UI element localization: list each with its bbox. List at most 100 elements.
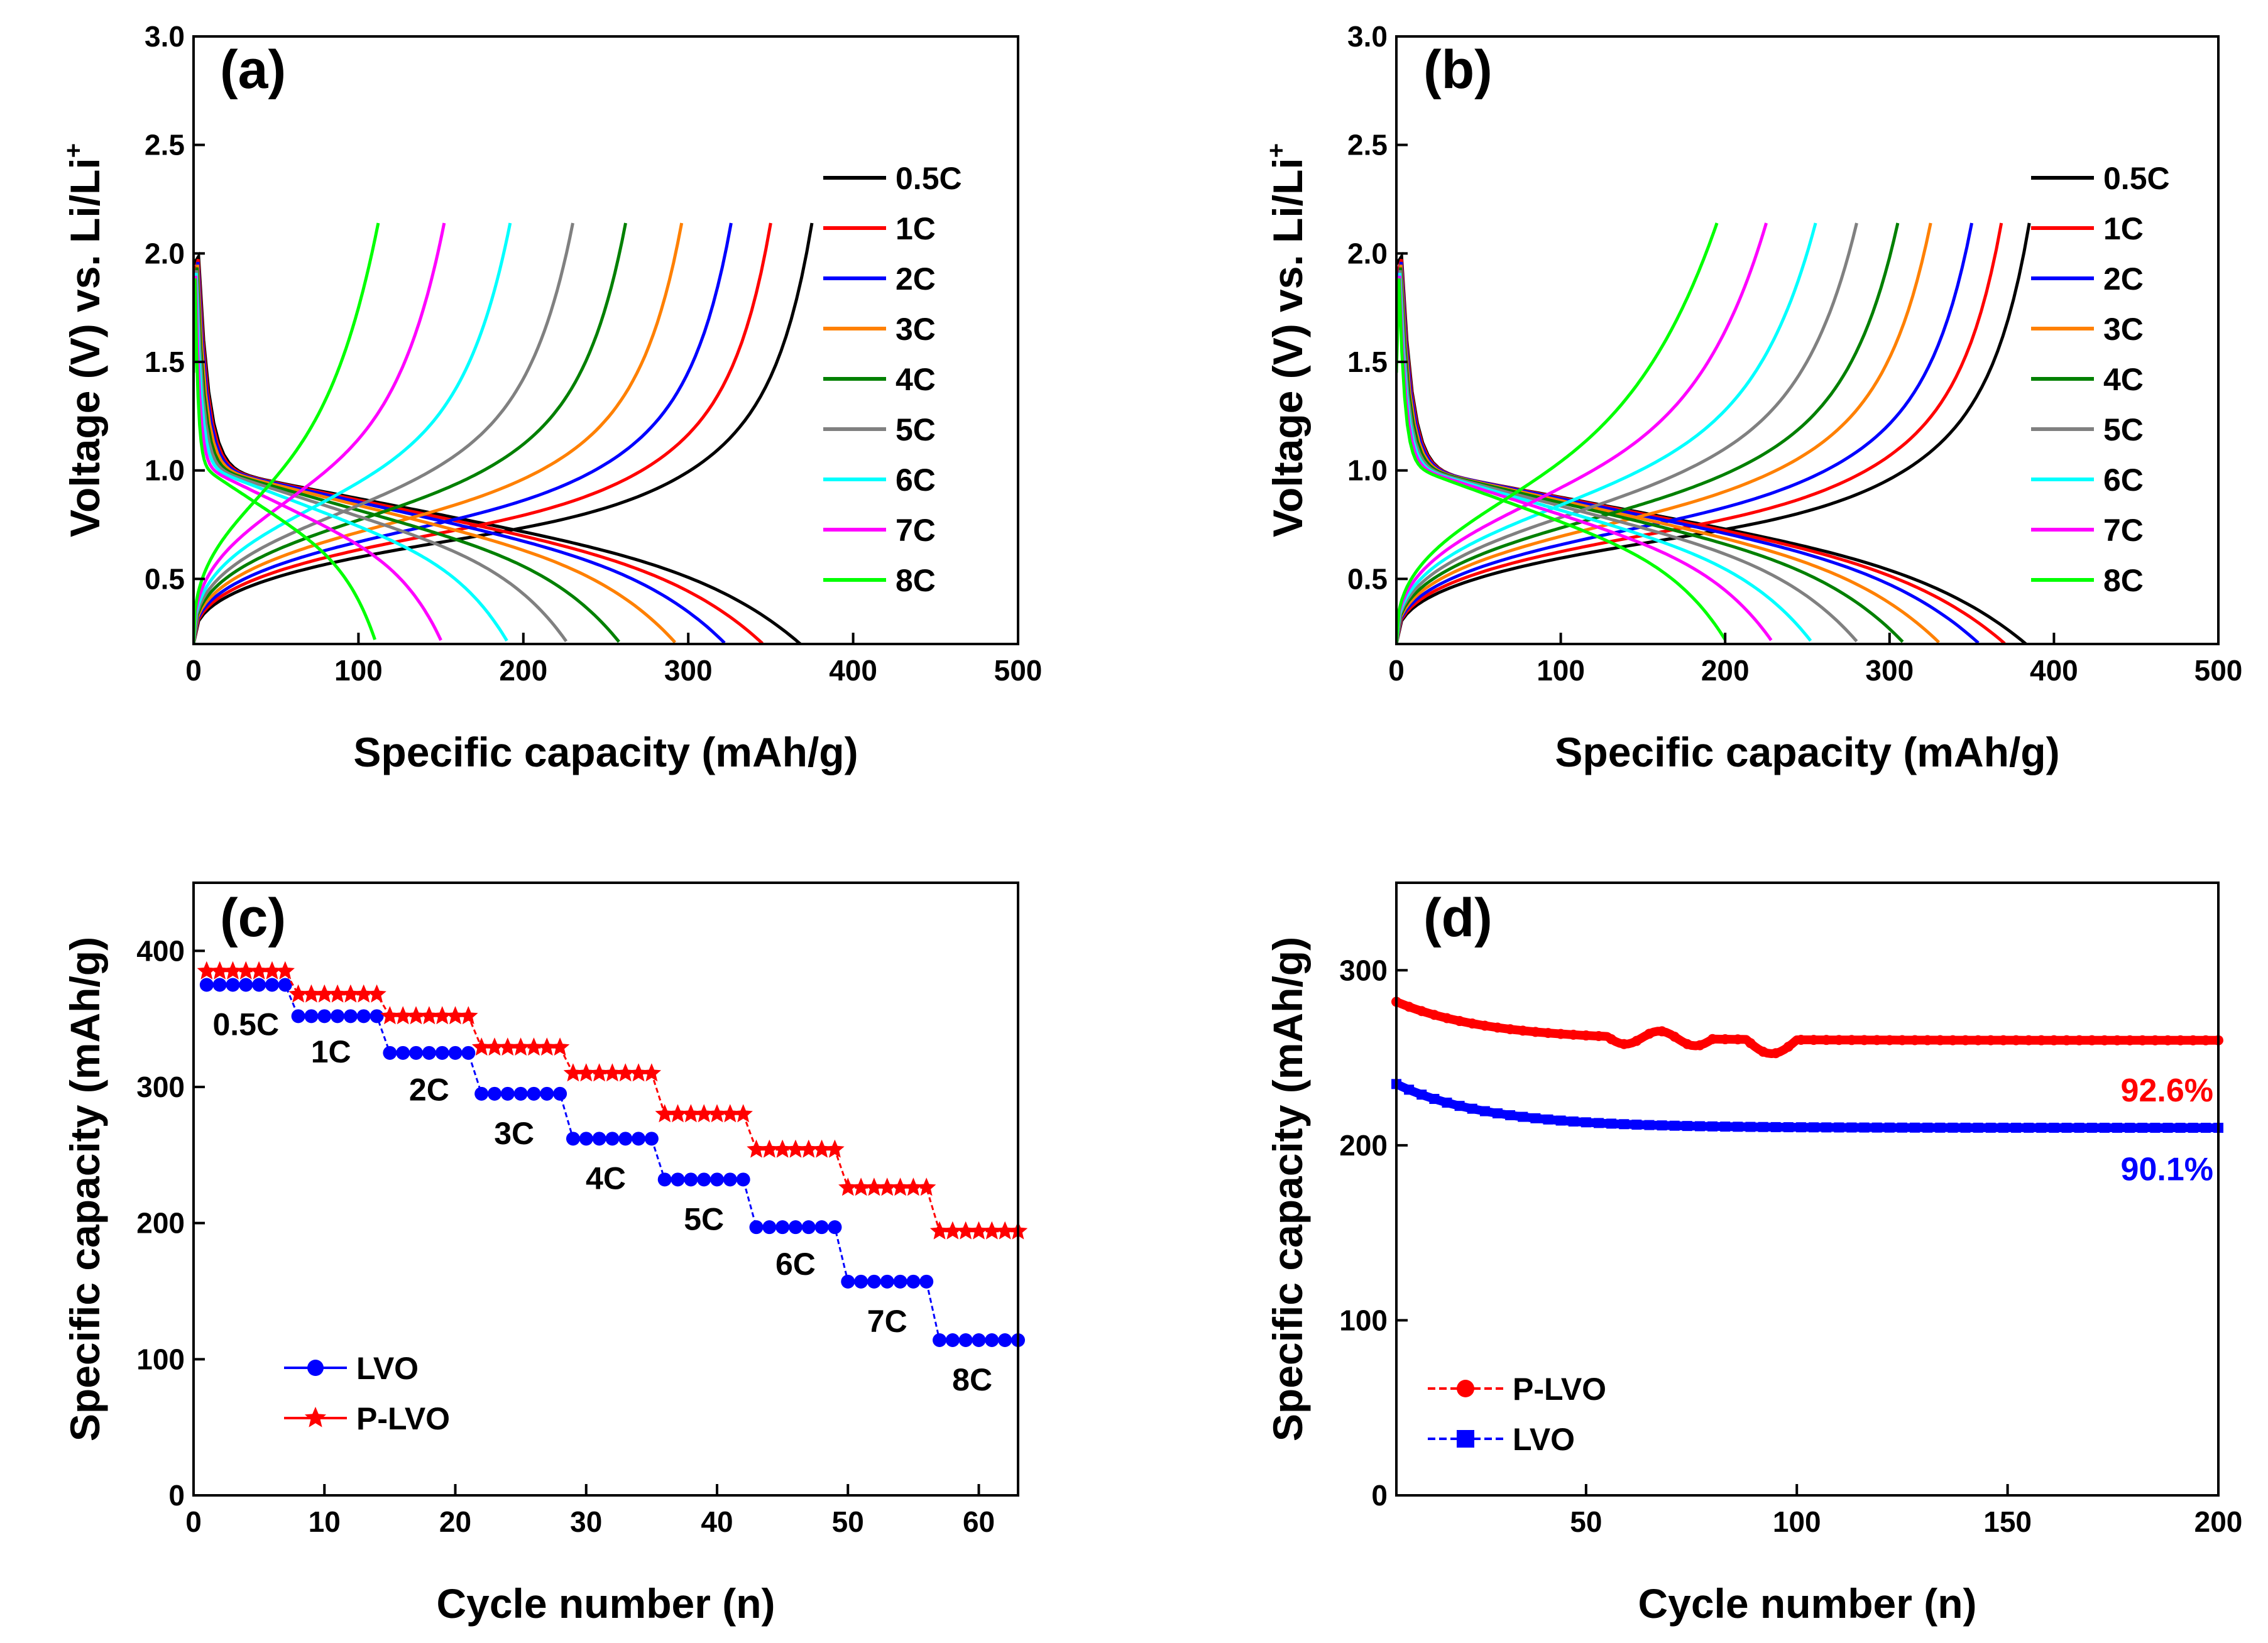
panel-b-y-axis-title-main: Voltage (V) vs. Li/Li	[1264, 158, 1311, 537]
panel-a-y-tick-label: 3.0	[145, 20, 185, 53]
panel-b-discharge-curve-1C	[1396, 258, 2006, 644]
panel-b-curves	[1396, 222, 2031, 644]
panel-d-point-P-LVO	[2162, 1035, 2173, 1045]
panel-c-point-P-LVO	[851, 1177, 871, 1196]
panel-c-point-P-LVO	[799, 1139, 818, 1158]
panel-d-point-P-LVO	[1821, 1035, 1832, 1045]
panel-a-discharge-curve-7C	[194, 275, 442, 641]
panel-c-point-P-LVO	[236, 961, 256, 980]
panel-d-point-P-LVO	[1985, 1035, 1996, 1045]
panel-d-point-LVO	[1795, 1122, 1806, 1133]
panel-d-point-P-LVO	[1910, 1035, 1920, 1045]
panel-d-point-LVO	[1593, 1118, 1604, 1128]
panel-a-legend-label-3C: 3C	[896, 312, 936, 347]
panel-c-point-P-LVO	[825, 1139, 845, 1158]
panel-c-legend-label-P-LVO: P-LVO	[356, 1401, 450, 1436]
panel-d-point-LVO	[1834, 1122, 1844, 1133]
panel-c-point-P-LVO	[760, 1139, 779, 1158]
panel-b-legend-label-1C: 1C	[2103, 211, 2144, 246]
panel-c-point-P-LVO	[485, 1037, 505, 1056]
panel-c-point-P-LVO	[707, 1104, 727, 1123]
panel-c-point-P-LVO	[864, 1177, 884, 1196]
panel-a-legend-label-2C: 2C	[896, 261, 936, 297]
panel-b-x-tick-label: 100	[1537, 654, 1585, 687]
panel-c-rate-label-6C: 6C	[775, 1247, 816, 1282]
panel-c-point-LVO	[566, 1132, 580, 1146]
panel-b-y-axis-title: Voltage (V) vs. Li/Li+	[1263, 143, 1311, 537]
panel-c-legend-label-LVO: LVO	[356, 1351, 419, 1386]
panel-c-point-LVO	[448, 1045, 463, 1060]
panel-c-series-P-LVO	[197, 961, 1028, 1240]
panel-d-point-P-LVO	[1897, 1035, 1907, 1045]
panel-c-point-LVO	[998, 1333, 1012, 1347]
panel-d-point-LVO	[1442, 1097, 1452, 1108]
panel-c-point-LVO	[304, 1009, 319, 1023]
panel-d-point-P-LVO	[1454, 1016, 1465, 1027]
panel-c-y-axis-title-main: Specific capacity (mAh/g)	[62, 937, 108, 1441]
panel-c-point-LVO	[540, 1086, 554, 1101]
panel-d-point-LVO	[1530, 1113, 1541, 1123]
panel-b-legend-label-2C: 2C	[2103, 261, 2144, 297]
panel-d-point-P-LVO	[1834, 1035, 1844, 1045]
panel-d-point-LVO	[1657, 1120, 1667, 1131]
panel-d-point-P-LVO	[1606, 1034, 1617, 1044]
panel-c-point-P-LVO	[982, 1221, 1002, 1240]
panel-d-point-P-LVO	[1770, 1048, 1781, 1059]
panel-c-legend-marker-LVO	[307, 1360, 324, 1376]
panel-c-point-LVO	[671, 1172, 685, 1187]
panel-c-point-P-LVO	[354, 984, 373, 1003]
panel-d-legend-label-P-LVO: P-LVO	[1513, 1372, 1606, 1407]
panel-d-point-LVO	[1998, 1122, 2008, 1133]
panel-c-point-P-LVO	[459, 1006, 478, 1025]
panel-d-point-LVO	[1669, 1120, 1680, 1131]
panel-c-point-P-LVO	[917, 1177, 936, 1196]
panel-c-point-LVO	[841, 1274, 855, 1289]
panel-d-point-P-LVO	[1859, 1035, 1870, 1045]
panel-d-point-LVO	[1518, 1111, 1528, 1122]
panel-c-rate-label-5C: 5C	[684, 1202, 724, 1237]
panel-a-charge-curve-5C	[194, 222, 574, 644]
panel-a-y-axis-title: Voltage (V) vs. Li/Li+	[60, 143, 108, 537]
panel-c-point-LVO	[828, 1220, 842, 1235]
panel-c-point-LVO	[500, 1086, 515, 1101]
panel-c-rate-label-2C: 2C	[409, 1073, 449, 1108]
panel-c-point-LVO	[239, 978, 253, 992]
panel-c-point-LVO	[343, 1009, 358, 1023]
panel-c-point-P-LVO	[406, 1006, 426, 1025]
panel-c-point-P-LVO	[249, 961, 269, 980]
panel-d-point-LVO	[2125, 1122, 2135, 1133]
panel-d-retention-label-P-LVO: 92.6%	[2121, 1073, 2213, 1109]
panel-c-point-P-LVO	[642, 1063, 662, 1082]
panel-d-point-LVO	[2049, 1122, 2059, 1133]
panel-d-x-axis-title: Cycle number (n)	[1638, 1580, 1976, 1627]
panel-c-plot-frame	[192, 882, 1019, 1497]
panel-b-charge-curve-6C	[1396, 222, 1817, 644]
panel-c-point-P-LVO	[969, 1221, 989, 1240]
panel-d-point-P-LVO	[2036, 1035, 2047, 1045]
panel-b-y-tick-label: 1.0	[1347, 454, 1388, 487]
panel-c-point-P-LVO	[327, 984, 348, 1003]
panel-c-point-LVO	[972, 1333, 986, 1347]
panel-a-x-tick-label: 500	[994, 654, 1043, 687]
panel-c-point-LVO	[370, 1009, 384, 1023]
panel-d-point-P-LVO	[2024, 1035, 2034, 1045]
panel-d-point-P-LVO	[1619, 1039, 1630, 1049]
panel-a-x-tick-label: 300	[664, 654, 713, 687]
panel-b-x-axis-title: Specific capacity (mAh/g)	[1555, 729, 2059, 775]
panel-c-point-P-LVO	[419, 1006, 439, 1025]
panel-d-point-P-LVO	[1669, 1032, 1680, 1042]
panel-c-point-LVO	[422, 1045, 436, 1060]
panel-c-point-LVO	[854, 1274, 868, 1289]
panel-d-point-LVO	[1492, 1108, 1503, 1118]
panel-a-charge-curve-2C	[194, 222, 733, 644]
panel-d-point-P-LVO	[2074, 1035, 2084, 1045]
panel-d-point-LVO	[1568, 1116, 1579, 1127]
panel-c-point-P-LVO	[197, 961, 216, 980]
panel-d-point-P-LVO	[1530, 1027, 1541, 1037]
panel-c-point-LVO	[409, 1045, 424, 1060]
panel-d-point-LVO	[1631, 1119, 1642, 1130]
panel-a-legend-label-6C: 6C	[896, 462, 936, 498]
panel-a-discharge-curve-1C	[194, 258, 764, 644]
panel-d-legend-marker-P-LVO	[1457, 1380, 1474, 1397]
